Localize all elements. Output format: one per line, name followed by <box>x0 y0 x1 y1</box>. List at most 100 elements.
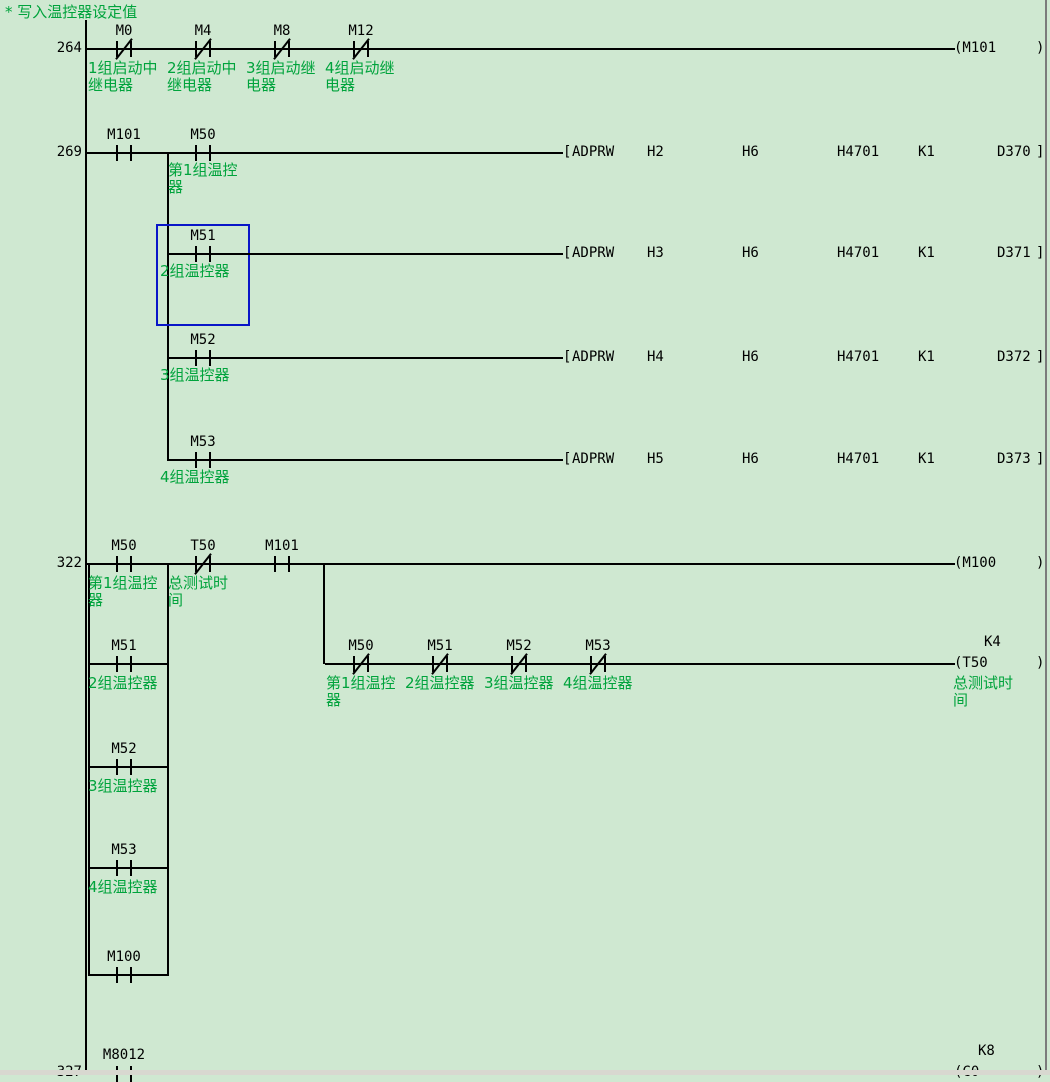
instr-close-row2: ] <box>1036 349 1045 365</box>
timer-preset-k4[interactable]: K4 <box>984 634 1001 650</box>
rung-number-322: 322 <box>56 555 82 571</box>
contact-m101-r322[interactable] <box>267 556 297 572</box>
contact-m8[interactable] <box>267 38 297 60</box>
contact-m101-input[interactable] <box>109 145 139 161</box>
wire-par-m52 <box>88 766 169 768</box>
instr-p3-row2[interactable]: H4701 <box>837 349 880 365</box>
contact-m51-timer[interactable] <box>425 653 455 675</box>
contact-comment-m51-parallel: 2组温控器 <box>88 674 158 692</box>
instr-p3-row3[interactable]: H4701 <box>837 451 880 467</box>
contact-m0[interactable] <box>109 38 139 60</box>
instr-mnemonic-row0[interactable]: ADPRW <box>572 144 615 160</box>
contact-comment-m53-row3: 4组温控器 <box>160 468 230 486</box>
instr-p1-row2[interactable]: H4 <box>647 349 664 365</box>
instr-p1-row0[interactable]: H2 <box>647 144 664 160</box>
contact-comment-m50-r322: 第1组温控 器 <box>88 574 158 609</box>
contact-device-m101-r322: M101 <box>265 538 299 554</box>
instr-mnemonic-row2[interactable]: ADPRW <box>572 349 615 365</box>
contact-m12[interactable] <box>346 38 376 60</box>
instr-p2-row1[interactable]: H6 <box>742 245 759 261</box>
wire-r264 <box>86 48 955 50</box>
power-rail-right <box>1045 0 1047 1075</box>
instr-p5-row0[interactable]: D370 <box>997 144 1031 160</box>
contact-m52-row2[interactable] <box>188 350 218 366</box>
contact-m50-r322[interactable] <box>109 556 139 572</box>
contact-m51-parallel[interactable] <box>109 656 139 672</box>
instr-p2-row0[interactable]: H6 <box>742 144 759 160</box>
contact-comment-m12: 4组启动继 电器 <box>325 59 395 94</box>
branch-vertical-r322-right <box>167 563 169 975</box>
contact-device-m8: M8 <box>273 23 291 39</box>
instr-open-row0: [ <box>563 144 572 160</box>
contact-m100-parallel[interactable] <box>109 967 139 983</box>
contact-device-m50-row0: M50 <box>190 127 216 143</box>
instr-p1-row3[interactable]: H5 <box>647 451 664 467</box>
contact-m53-timer[interactable] <box>583 653 613 675</box>
contact-m52-timer[interactable] <box>504 653 534 675</box>
contact-device-m51-parallel: M51 <box>111 638 137 654</box>
contact-m4[interactable] <box>188 38 218 60</box>
instr-p4-row1[interactable]: K1 <box>918 245 935 261</box>
contact-device-m50-timer: M50 <box>348 638 374 654</box>
contact-comment-m0: 1组启动中 继电器 <box>88 59 158 94</box>
instr-p3-row0[interactable]: H4701 <box>837 144 880 160</box>
instr-p5-row3[interactable]: D373 <box>997 451 1031 467</box>
coil-m101[interactable]: (M101 <box>954 40 997 56</box>
coil-comment-t50: 总测试时 间 <box>953 674 1014 709</box>
instr-p2-row2[interactable]: H6 <box>742 349 759 365</box>
wire-r322-main <box>86 563 955 565</box>
contact-t50-r322[interactable] <box>188 553 218 575</box>
contact-m52-parallel[interactable] <box>109 759 139 775</box>
coil-m101-close-paren: ) <box>1036 40 1045 56</box>
coil-t50[interactable]: (T50 <box>954 655 988 671</box>
contact-m50-timer[interactable] <box>346 653 376 675</box>
contact-device-m100-parallel: M100 <box>107 949 141 965</box>
contact-device-t50-r322: T50 <box>190 538 216 554</box>
contact-comment-m51-timer: 2组温控器 <box>405 674 475 692</box>
selection-box[interactable] <box>156 224 250 326</box>
wire-r269-main <box>86 152 563 154</box>
contact-comment-m53-timer: 4组温控器 <box>563 674 633 692</box>
branch-vertical-timer <box>323 563 325 664</box>
branch-vertical-r269 <box>167 152 169 461</box>
contact-device-m0: M0 <box>115 23 133 39</box>
instr-p4-row2[interactable]: K1 <box>918 349 935 365</box>
instr-p1-row1[interactable]: H3 <box>647 245 664 261</box>
instr-mnemonic-row3[interactable]: ADPRW <box>572 451 615 467</box>
contact-m53-parallel[interactable] <box>109 860 139 876</box>
instr-p5-row1[interactable]: D371 <box>997 245 1031 261</box>
coil-m100-close-paren: ) <box>1036 555 1045 571</box>
wire-r269-row1 <box>167 253 563 255</box>
contact-m53-row3[interactable] <box>188 452 218 468</box>
power-rail-left <box>85 20 87 1075</box>
contact-device-m50-r322: M50 <box>111 538 137 554</box>
instr-close-row0: ] <box>1036 144 1045 160</box>
branch-vertical-r322-left <box>88 563 90 975</box>
contact-device-m8012: M8012 <box>102 1047 146 1063</box>
contact-device-m4: M4 <box>194 23 212 39</box>
instr-p4-row3[interactable]: K1 <box>918 451 935 467</box>
contact-device-m53-parallel: M53 <box>111 842 137 858</box>
coil-t50-close-paren: ) <box>1036 655 1045 671</box>
instr-p3-row1[interactable]: H4701 <box>837 245 880 261</box>
instr-mnemonic-row1[interactable]: ADPRW <box>572 245 615 261</box>
wire-par-m53 <box>88 867 169 869</box>
instr-open-row3: [ <box>563 451 572 467</box>
contact-device-m51-timer: M51 <box>427 638 453 654</box>
contact-comment-m50-timer: 第1组温控 器 <box>326 674 396 709</box>
instr-open-row2: [ <box>563 349 572 365</box>
counter-preset-k8[interactable]: K8 <box>978 1043 995 1059</box>
instr-p5-row2[interactable]: D372 <box>997 349 1031 365</box>
coil-m100[interactable]: (M100 <box>954 555 997 571</box>
instr-p2-row3[interactable]: H6 <box>742 451 759 467</box>
contact-device-m52-row2: M52 <box>190 332 216 348</box>
contact-m51-row1[interactable] <box>188 246 218 262</box>
wire-r269-row3 <box>167 459 563 461</box>
wire-r269-row2 <box>167 357 563 359</box>
instr-p4-row0[interactable]: K1 <box>918 144 935 160</box>
wire-par-m100 <box>88 974 169 976</box>
instr-close-row3: ] <box>1036 451 1045 467</box>
contact-comment-m52-timer: 3组温控器 <box>484 674 554 692</box>
rung-number-269: 269 <box>56 144 82 160</box>
contact-m50-row0[interactable] <box>188 145 218 161</box>
